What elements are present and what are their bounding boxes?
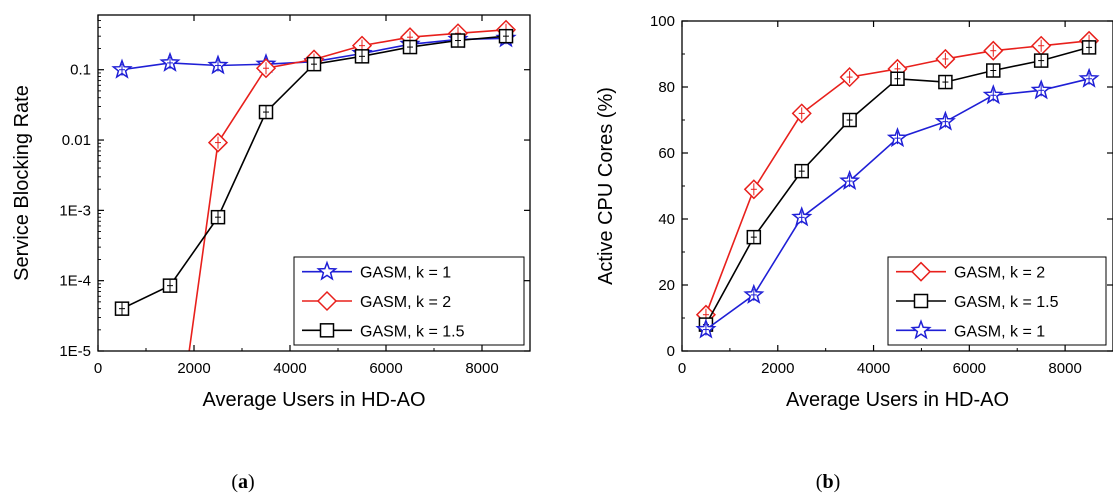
legend: GASM, k = 2 GASM, k = 1.5 GASM, k = 1 [887, 256, 1107, 346]
y-axis-label: Service Blocking Rate [11, 85, 33, 281]
legend-marker-diamond [316, 290, 338, 312]
x-tick-label: 4000 [273, 360, 306, 377]
y-tick-label: 40 [658, 211, 675, 228]
x-tick-label: 8000 [1048, 360, 1081, 377]
y-tick-label: 60 [658, 145, 675, 162]
chart-panel-a: 0 2000 4000 6000 8000 0.1 0.01 1E-3 1E-4 1E-5 Aver… [11, 14, 531, 411]
y-tick-label: 1E-5 [59, 343, 91, 360]
x-tick-label: 0 [678, 360, 686, 377]
series-star [695, 67, 1100, 339]
y-tick-label: 0.01 [62, 132, 91, 149]
y-axis-label: Active CPU Cores (%) [595, 87, 617, 285]
legend-marker-star [316, 260, 338, 281]
x-tick-label: 0 [94, 360, 102, 377]
caption-a: (a) [231, 471, 254, 493]
y-tick-label: 20 [658, 277, 675, 294]
series-diamond [695, 30, 1100, 325]
legend-label: GASM, k = 1.5 [954, 294, 1059, 311]
legend-label: GASM, k = 1.5 [360, 323, 465, 340]
legend: GASM, k = 1 GASM, k = 2 GASM, k = 1.5 [293, 256, 525, 346]
x-tick-label: 2000 [761, 360, 794, 377]
x-tick-label: 6000 [953, 360, 986, 377]
x-axis-label: Average Users in HD-AO [202, 389, 425, 411]
legend-marker-square [319, 323, 335, 338]
legend-marker-square [913, 293, 929, 309]
chart-panel-b: 0 2000 4000 6000 8000 0 20 40 60 80 100 Average Use… [595, 13, 1113, 411]
y-tick-label: 80 [658, 79, 675, 96]
y-tick-label: 0 [667, 343, 675, 360]
y-tick-label: 1E-4 [59, 273, 91, 290]
legend-label: GASM, k = 2 [954, 265, 1045, 282]
series-square [114, 28, 514, 316]
x-tick-label: 4000 [857, 360, 890, 377]
y-tick-label: 0.1 [70, 62, 91, 79]
legend-marker-diamond [910, 261, 932, 282]
y-tick-label: 1E-3 [59, 202, 91, 219]
plot-frame [97, 14, 531, 352]
x-tick-label: 8000 [465, 360, 498, 377]
x-tick-label: 2000 [177, 360, 210, 377]
x-tick-label: 6000 [369, 360, 402, 377]
legend-label: GASM, k = 1 [360, 265, 451, 282]
caption-b: (b) [816, 471, 840, 493]
legend-label: GASM, k = 2 [360, 294, 451, 311]
legend-label: GASM, k = 1 [954, 323, 1045, 340]
x-axis-label: Average Users in HD-AO [786, 389, 1009, 411]
legend-marker-star [910, 319, 932, 340]
series-square [698, 40, 1097, 332]
y-tick-label: 100 [650, 13, 675, 30]
